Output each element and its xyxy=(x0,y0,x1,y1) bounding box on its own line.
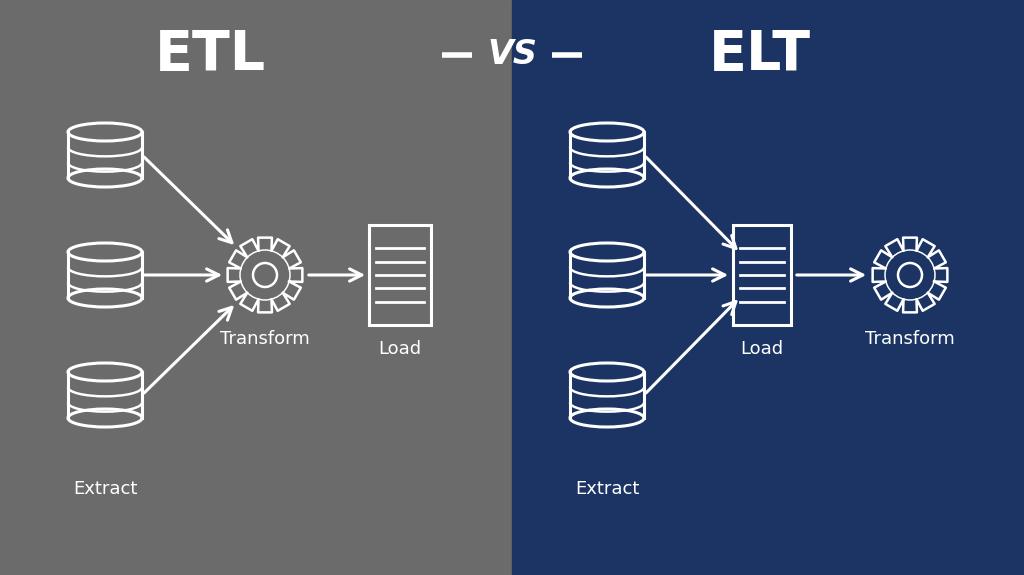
Text: ELT: ELT xyxy=(709,28,811,82)
Bar xyxy=(68,372,142,418)
Bar xyxy=(369,225,431,325)
Polygon shape xyxy=(227,237,302,312)
Bar xyxy=(570,132,644,178)
Ellipse shape xyxy=(68,289,142,307)
Ellipse shape xyxy=(68,243,142,261)
Text: Extract: Extract xyxy=(73,480,137,498)
Bar xyxy=(570,252,644,298)
Bar xyxy=(733,225,791,325)
Text: VS: VS xyxy=(487,39,537,71)
Ellipse shape xyxy=(570,169,644,187)
Text: ETL: ETL xyxy=(155,28,265,82)
Ellipse shape xyxy=(68,169,142,187)
Text: Transform: Transform xyxy=(865,330,954,348)
Ellipse shape xyxy=(570,243,644,261)
Bar xyxy=(512,0,1024,575)
Ellipse shape xyxy=(68,123,142,141)
Ellipse shape xyxy=(570,363,644,381)
Bar xyxy=(570,372,644,418)
Ellipse shape xyxy=(68,409,142,427)
Text: Extract: Extract xyxy=(574,480,639,498)
Bar xyxy=(0,0,512,575)
Ellipse shape xyxy=(570,409,644,427)
Ellipse shape xyxy=(570,289,644,307)
Ellipse shape xyxy=(68,363,142,381)
Text: Load: Load xyxy=(379,340,422,358)
Text: Load: Load xyxy=(740,340,783,358)
Polygon shape xyxy=(872,237,947,312)
Text: Transform: Transform xyxy=(220,330,310,348)
Bar xyxy=(369,225,431,325)
Bar xyxy=(68,252,142,298)
Ellipse shape xyxy=(570,123,644,141)
Bar xyxy=(733,225,791,325)
Bar xyxy=(68,132,142,178)
